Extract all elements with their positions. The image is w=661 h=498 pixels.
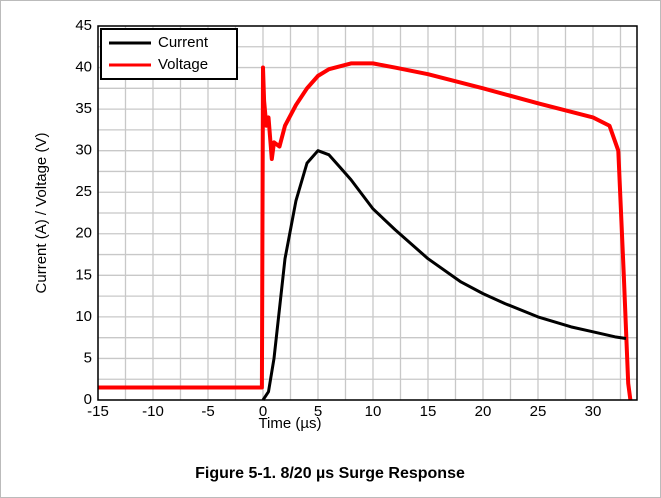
y-tick-label: 40	[75, 59, 92, 76]
plot-frame	[97, 25, 638, 401]
y-tick-label: 45	[75, 17, 92, 34]
y-tick-label: 10	[75, 308, 92, 325]
x-tick-label: 0	[259, 403, 267, 420]
x-tick-label: 25	[530, 403, 547, 420]
legend-label: Current	[158, 34, 209, 51]
y-tick-label: 0	[84, 391, 92, 408]
legend-box	[100, 28, 238, 80]
x-tick-label: -5	[201, 403, 214, 420]
y-tick-label: 15	[75, 266, 92, 283]
x-tick-label: 30	[585, 403, 602, 420]
x-tick-label: -10	[142, 403, 164, 420]
x-tick-label: -15	[87, 403, 109, 420]
y-tick-label: 20	[75, 225, 92, 242]
y-axis-label: Current (A) / Voltage (V)	[33, 133, 50, 294]
x-tick-label: 20	[475, 403, 492, 420]
series-line	[261, 149, 627, 401]
y-tick-label: 35	[75, 100, 92, 117]
caption: Figure 5-1. 8/20 µs Surge Response	[195, 465, 465, 482]
x-tick-label: 15	[420, 403, 437, 420]
series-line	[98, 61, 633, 401]
y-tick-label: 5	[84, 349, 92, 366]
x-tick-label: 5	[314, 403, 322, 420]
x-tick-label: 10	[365, 403, 382, 420]
x-axis-label: Time (µs)	[258, 415, 321, 432]
legend-label: Voltage	[158, 56, 208, 73]
y-tick-label: 30	[75, 142, 92, 159]
y-tick-label: 25	[75, 183, 92, 200]
